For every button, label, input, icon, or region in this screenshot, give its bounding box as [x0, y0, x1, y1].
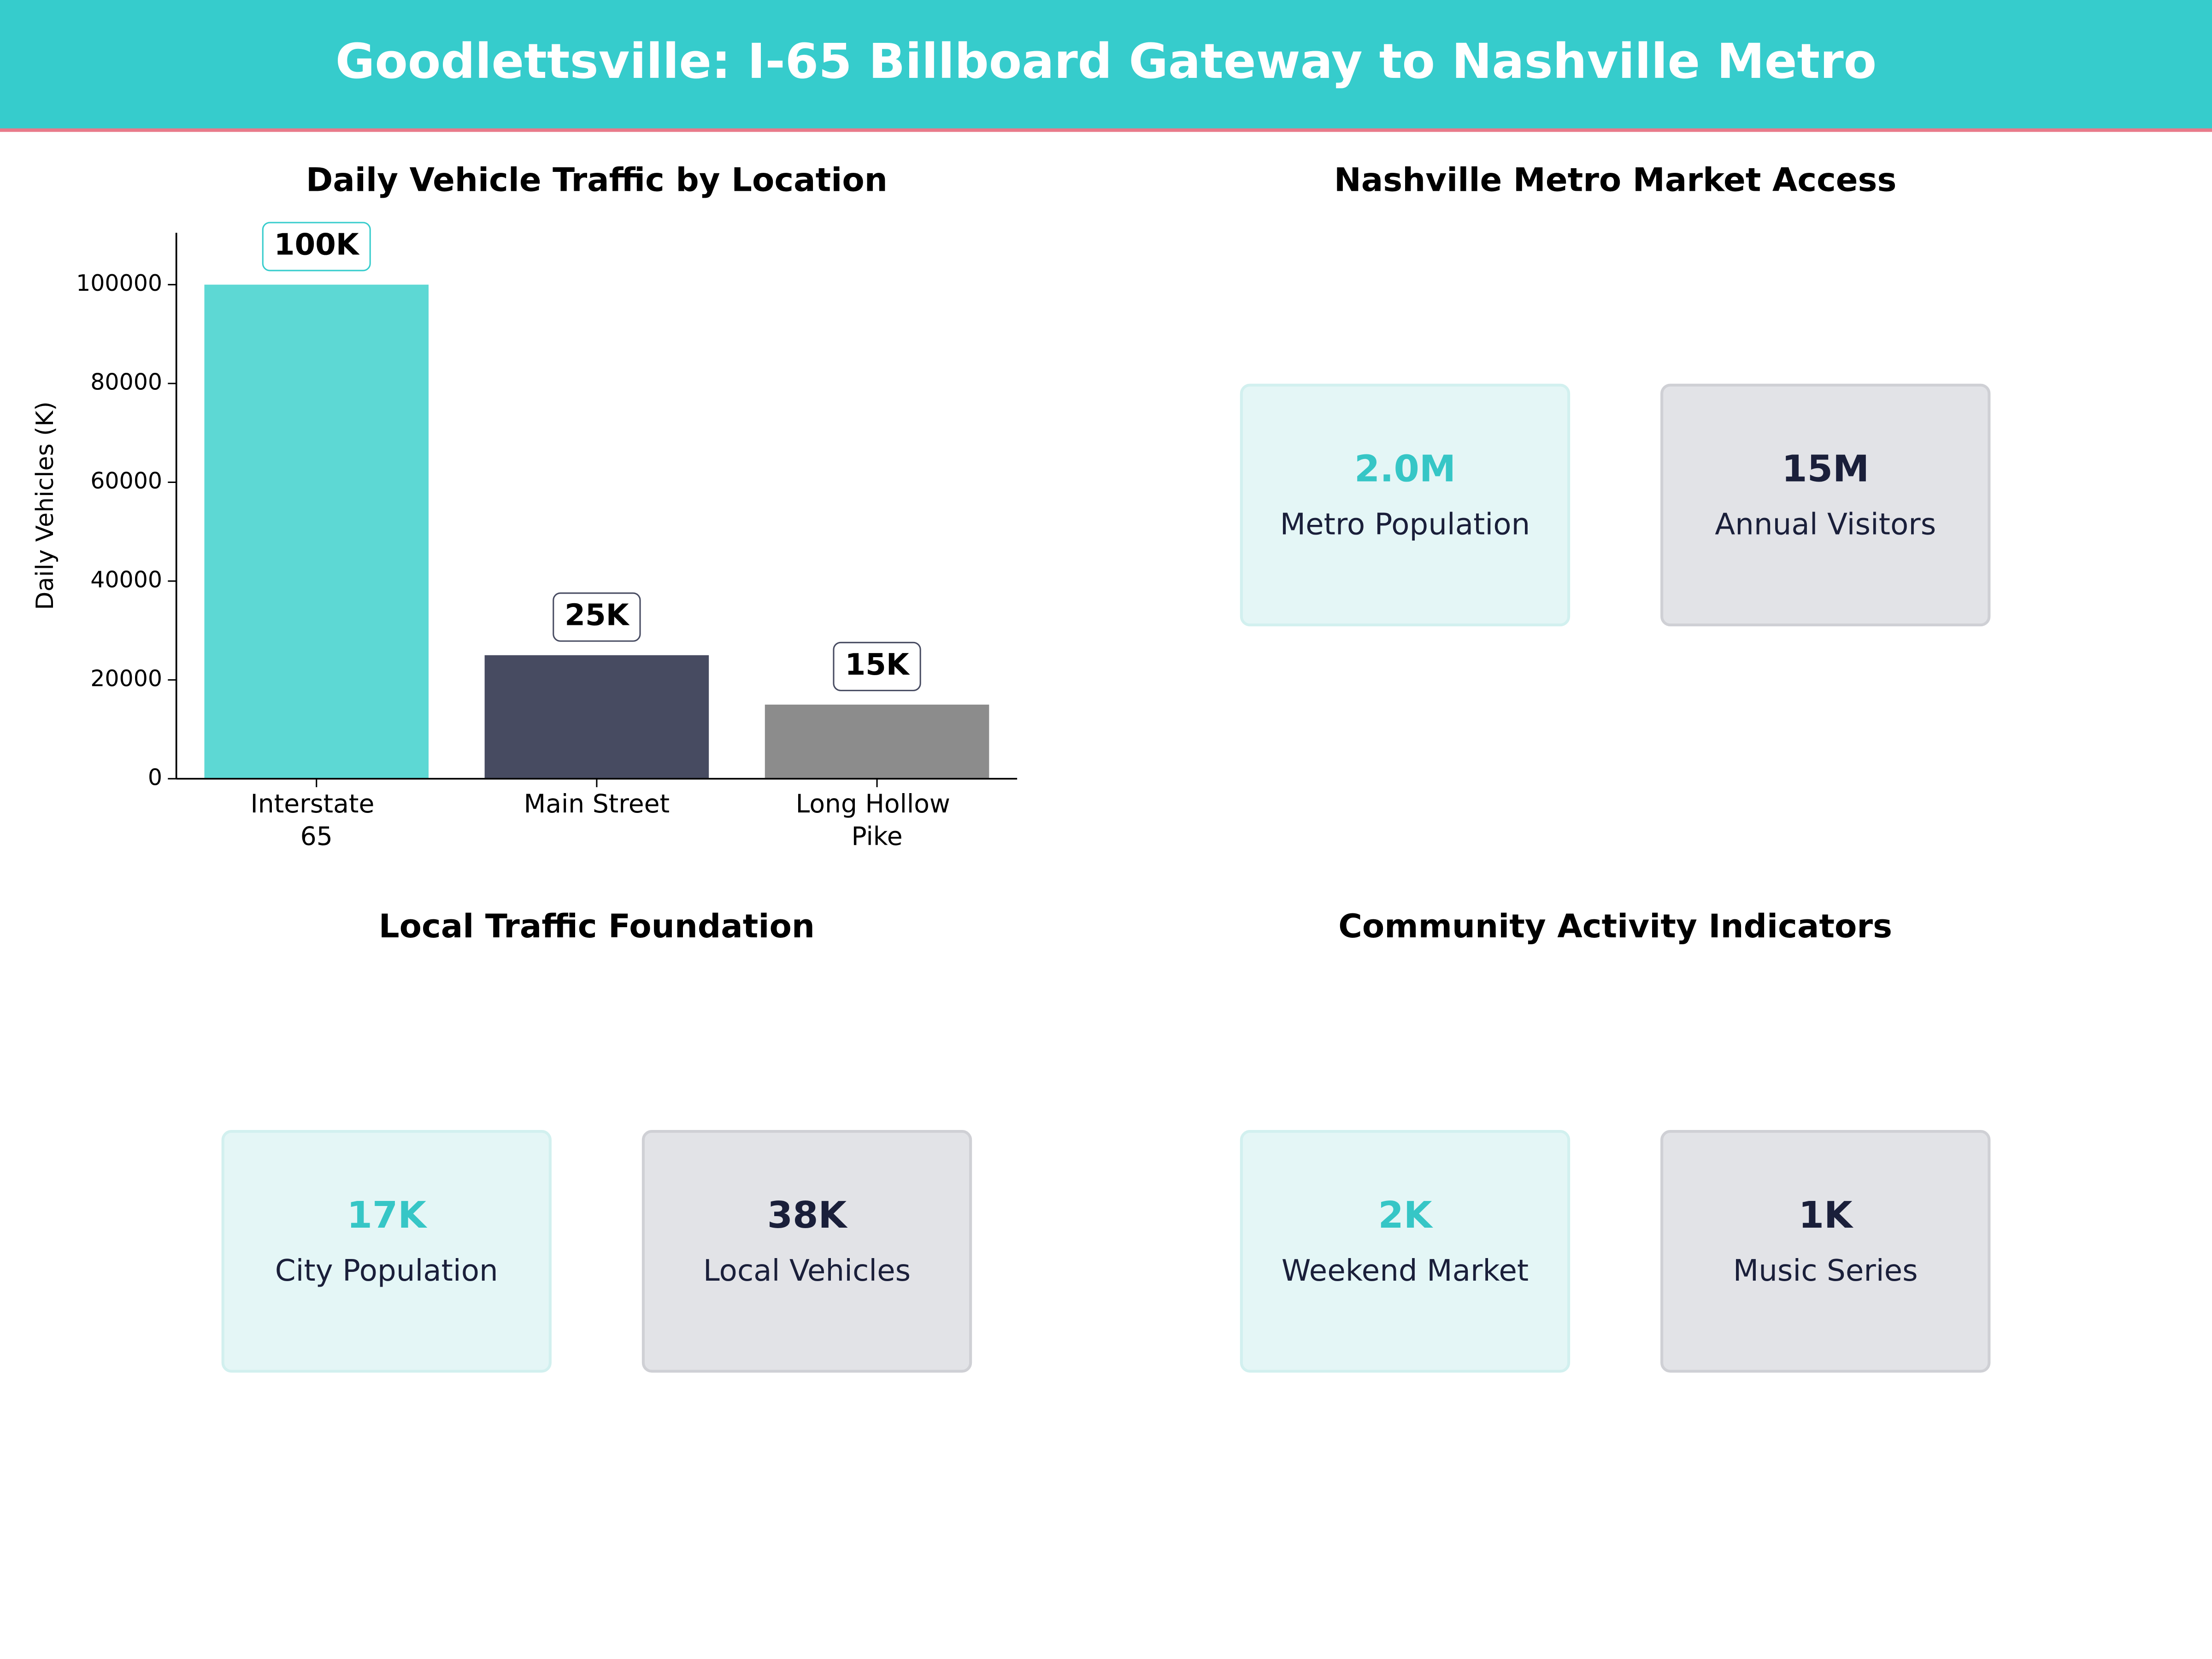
bar	[765, 704, 989, 779]
kpi-card	[1660, 383, 1991, 627]
kpi-label: Music Series	[1733, 1253, 1918, 1288]
y-tick-label: 40000	[90, 566, 162, 593]
kpi-value: 17K	[347, 1194, 428, 1236]
panel-title: Local Traffic Foundation	[379, 907, 815, 945]
chart-title: Daily Vehicle Traffic by Location	[306, 161, 888, 199]
value-label-box	[262, 222, 371, 271]
header-rule	[0, 128, 2212, 132]
kpi-card	[1240, 1130, 1571, 1373]
kpi-value: 2K	[1378, 1194, 1433, 1236]
kpi-value: 2.0M	[1354, 447, 1456, 490]
kpi-label: Metro Population	[1280, 507, 1530, 541]
x-tick-label: Interstate 65	[251, 789, 382, 851]
value-label: 15K	[845, 647, 910, 682]
kpi-card	[1240, 383, 1571, 627]
kpi-label: Annual Visitors	[1715, 507, 1936, 541]
kpi-label: Weekend Market	[1282, 1253, 1529, 1288]
value-label: 100K	[274, 228, 360, 262]
kpi-value: 1K	[1799, 1194, 1854, 1236]
kpi-card	[641, 1130, 972, 1373]
panel-title: Community Activity Indicators	[1338, 907, 1892, 945]
header-bar	[0, 0, 2212, 130]
y-tick-label: 100000	[76, 270, 162, 296]
y-axis-label: Daily Vehicles (K)	[31, 401, 59, 610]
y-tick-label: 60000	[90, 468, 162, 494]
value-label: 25K	[565, 598, 629, 633]
y-tick-label: 0	[148, 764, 162, 790]
kpi-label: City Population	[275, 1253, 498, 1288]
y-tick-label: 80000	[90, 369, 162, 395]
kpi-label: Local Vehicles	[703, 1253, 911, 1288]
kpi-card	[1660, 1130, 1991, 1373]
value-label-box	[553, 592, 641, 642]
kpi-card	[221, 1130, 552, 1373]
bar	[204, 284, 429, 779]
x-tick-label: Long Hollow Pike	[796, 789, 959, 851]
kpi-value: 38K	[767, 1194, 848, 1236]
x-tick-label: Main Street	[524, 789, 670, 818]
y-tick-label: 20000	[90, 665, 162, 692]
bar	[484, 655, 709, 779]
kpi-value: 15M	[1782, 447, 1869, 490]
page-title: Goodlettsville: I-65 Billboard Gateway t…	[335, 33, 1877, 89]
panel-title: Nashville Metro Market Access	[1334, 161, 1896, 199]
value-label-box	[833, 641, 921, 691]
